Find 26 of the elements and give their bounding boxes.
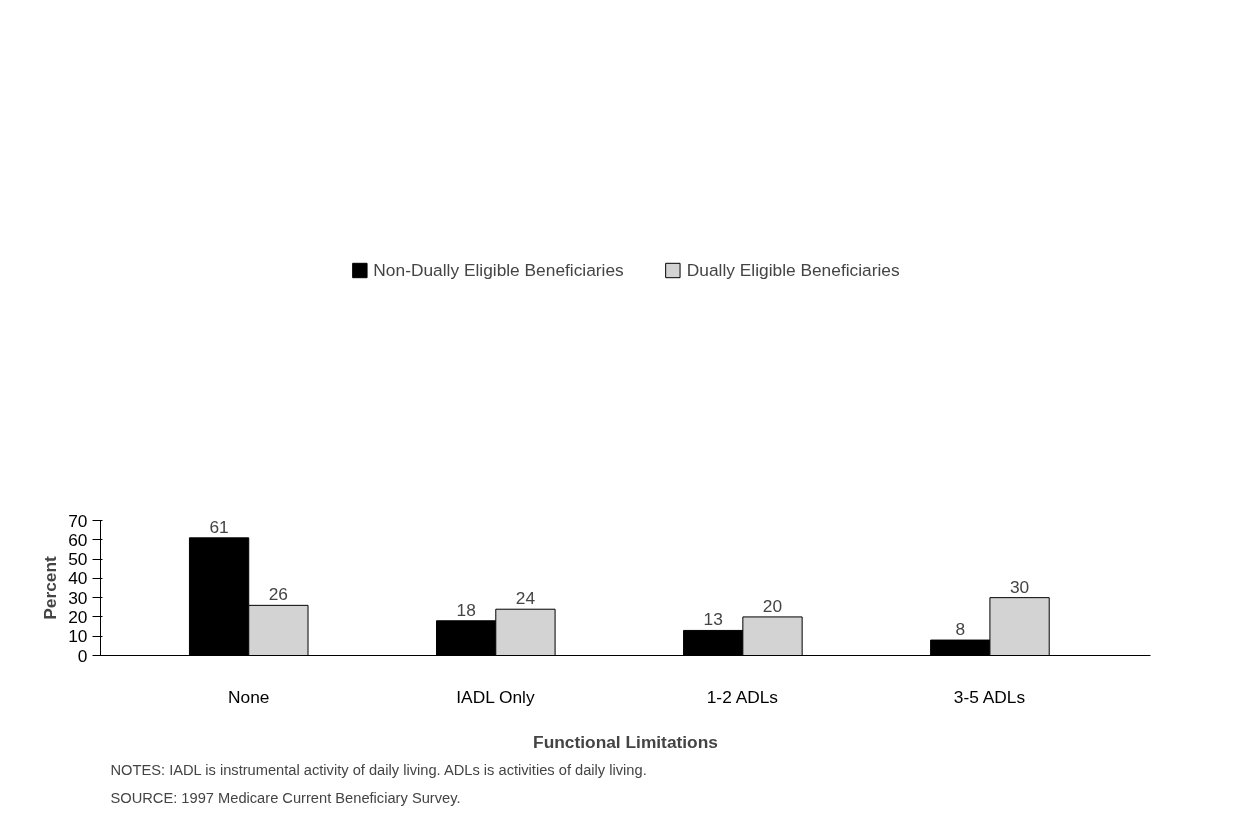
x-tick-label: IADL Only <box>456 686 535 707</box>
data-label: 18 <box>456 599 476 620</box>
y-tick-label: 20 <box>68 606 88 627</box>
y-tick-label: 10 <box>68 626 88 647</box>
data-label: 30 <box>1009 576 1030 597</box>
data-label: 24 <box>515 588 536 609</box>
x-tick-label: None <box>228 686 270 707</box>
y-tick-label: 0 <box>77 645 88 666</box>
y-tick-label: 30 <box>68 587 88 608</box>
y-tick-label: 70 <box>68 510 88 531</box>
data-label: 26 <box>268 584 289 605</box>
y-axis-title: Percent <box>40 555 61 620</box>
x-tick-label: 1-2 ADLs <box>706 686 779 707</box>
data-label: 8 <box>955 619 966 640</box>
source-note: SOURCE: 1997 Medicare Current Beneficiary Survey. <box>110 789 461 806</box>
y-tick-label: 40 <box>68 568 88 589</box>
data-label: 61 <box>209 516 229 537</box>
x-tick-label: 3-5 ADLs <box>953 686 1026 707</box>
y-tick-label: 60 <box>68 529 88 550</box>
data-label: 20 <box>762 595 783 616</box>
text: NOTES: IADL is instrumental activity of daily living. ADLs is activities of daily living. <box>110 761 647 778</box>
legend-label: Non-Dually Eligible Beneficiaries <box>373 259 624 281</box>
legend-label: Dually Eligible Beneficiaries <box>686 259 900 281</box>
data-label: 13 <box>703 609 723 630</box>
y-tick-label: 50 <box>68 549 88 570</box>
x-axis-title: Functional Limitations <box>533 731 718 752</box>
